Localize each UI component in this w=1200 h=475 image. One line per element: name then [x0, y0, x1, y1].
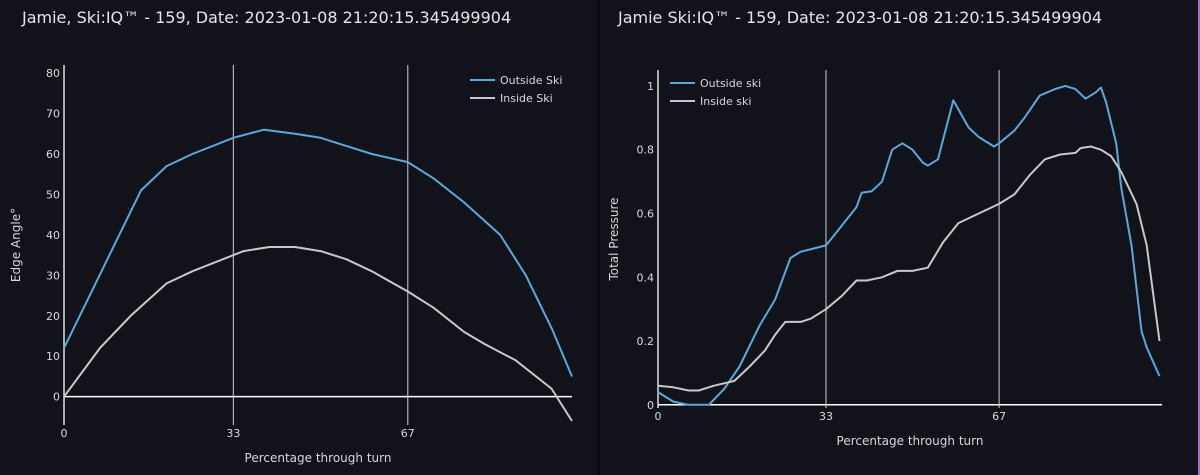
y-tick-label: 80 — [46, 67, 60, 80]
series-line-outside-ski — [657, 84, 1161, 406]
pressure-chart: 0 0.2 0.4 0.6 0.8 1 0 33 67 Percentage through tu… — [607, 70, 1162, 448]
y-tick-label: 0.4 — [637, 271, 655, 284]
y-tick-label: 30 — [46, 269, 60, 282]
legend-label: Inside ski — [700, 95, 751, 108]
series-line-outside-ski — [63, 128, 573, 377]
x-tick-label: 33 — [226, 427, 240, 440]
legend-label: Outside Ski — [500, 74, 562, 87]
chart-title: Jamie Ski:IQ™ - 159, Date: 2023-01-08 21… — [618, 8, 1103, 27]
x-axis-label: Percentage through turn — [245, 451, 392, 465]
y-tick-label: 1 — [647, 80, 654, 93]
series-line-inside-ski — [657, 145, 1161, 392]
y-tick-label: 0.6 — [637, 207, 655, 220]
y-tick-label: 10 — [46, 350, 60, 363]
legend-label: Inside Ski — [500, 92, 553, 105]
y-tick-label: 70 — [46, 108, 60, 121]
x-tick-label: 33 — [819, 410, 833, 423]
pressure-chart-panel: Jamie Ski:IQ™ - 159, Date: 2023-01-08 21… — [600, 0, 1200, 475]
y-tick-label: 40 — [46, 229, 60, 242]
y-tick-label: 20 — [46, 310, 60, 323]
y-tick-label: 60 — [46, 148, 60, 161]
y-tick-label: 0.8 — [637, 144, 655, 157]
y-tick-label: 0.2 — [637, 335, 655, 348]
y-tick-label: 0 — [647, 399, 654, 412]
y-tick-label: 0 — [53, 391, 60, 404]
x-tick-label: 0 — [61, 427, 68, 440]
chart-title: Jamie, Ski:IQ™ - 159, Date: 2023-01-08 2… — [22, 8, 512, 27]
x-tick-label: 0 — [655, 410, 662, 423]
y-tick-label: 50 — [46, 188, 60, 201]
legend-label: Outside ski — [700, 77, 761, 90]
edge-angle-chart-panel: Jamie, Ski:IQ™ - 159, Date: 2023-01-08 2… — [0, 0, 597, 475]
edge-angle-chart: 0 10 20 30 40 50 60 70 80 0 33 67 Percentage through… — [9, 65, 573, 465]
y-axis-label: Total Pressure — [607, 197, 621, 281]
x-tick-label: 67 — [401, 427, 415, 440]
x-axis-label: Percentage through turn — [837, 434, 984, 448]
x-tick-label: 67 — [992, 410, 1006, 423]
series-line-inside-ski — [63, 246, 573, 422]
y-axis-label: Edge Angle° — [9, 208, 23, 282]
